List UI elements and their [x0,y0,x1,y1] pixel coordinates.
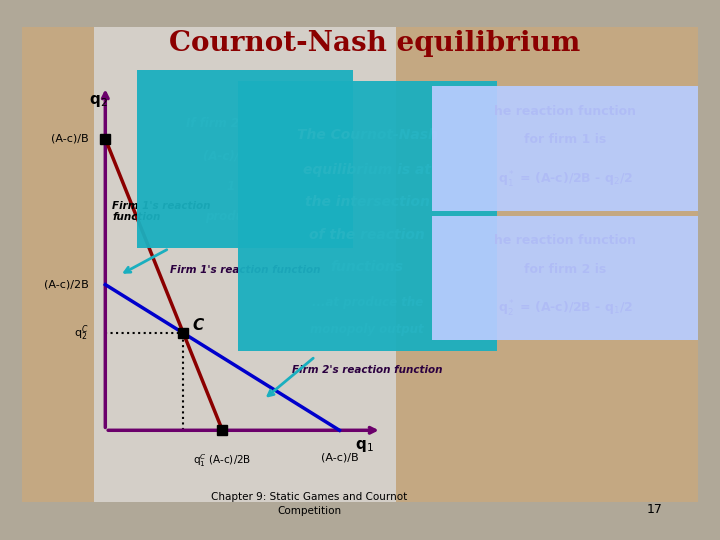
Text: for firm 1 is: for firm 1 is [524,133,606,146]
Text: Firm 2's reaction function: Firm 2's reaction function [292,365,443,375]
Text: q$_2$: q$_2$ [89,93,108,109]
Text: 1 will: 1 will [228,179,262,193]
Text: q$^*_2$ = (A-c)/2B - q$_1$/2: q$^*_2$ = (A-c)/2B - q$_1$/2 [498,299,633,319]
Text: ...at produce the: ...at produce the [312,296,423,309]
Text: functions: functions [330,260,404,274]
Text: the intersection: the intersection [305,195,430,210]
Text: produce the: produce the [204,210,285,223]
Text: 17: 17 [647,503,662,516]
Text: he reaction function: he reaction function [494,105,636,118]
Text: he reaction function: he reaction function [494,234,636,247]
Text: Cournot-Nash equilibrium: Cournot-Nash equilibrium [168,30,580,57]
FancyBboxPatch shape [416,208,714,348]
Text: q$^C_1$ (A-c)/2B: q$^C_1$ (A-c)/2B [194,452,251,469]
Text: (A-c)/B: (A-c)/B [51,134,89,144]
Text: (A-c)/2B: (A-c)/2B [44,280,89,289]
FancyBboxPatch shape [416,79,714,218]
Text: equilibrium is at: equilibrium is at [303,163,431,177]
Text: Firm 1's reaction function: Firm 1's reaction function [169,265,320,275]
Text: monopoly output: monopoly output [310,323,424,336]
Text: for firm 2 is: for firm 2 is [524,263,606,276]
Text: q$^C_2$: q$^C_2$ [74,323,89,343]
Text: The Cournot-Nash: The Cournot-Nash [297,128,438,142]
Text: If firm 2 produces: If firm 2 produces [186,117,304,130]
Text: C: C [193,318,204,333]
FancyBboxPatch shape [124,59,366,259]
FancyBboxPatch shape [222,65,513,367]
Text: (A-c)/2B firm: (A-c)/2B firm [202,149,287,162]
Text: (A-c)/B: (A-c)/B [320,452,359,462]
Text: of the reaction: of the reaction [310,228,425,242]
Text: q$_1$: q$_1$ [354,438,373,454]
Text: Chapter 9: Static Games and Cournot
Competition: Chapter 9: Static Games and Cournot Comp… [212,492,408,516]
Text: q$^*_1$ = (A-c)/2B - q$_2$/2: q$^*_1$ = (A-c)/2B - q$_2$/2 [498,170,633,190]
Text: Firm 1's reaction
function: Firm 1's reaction function [112,201,211,222]
